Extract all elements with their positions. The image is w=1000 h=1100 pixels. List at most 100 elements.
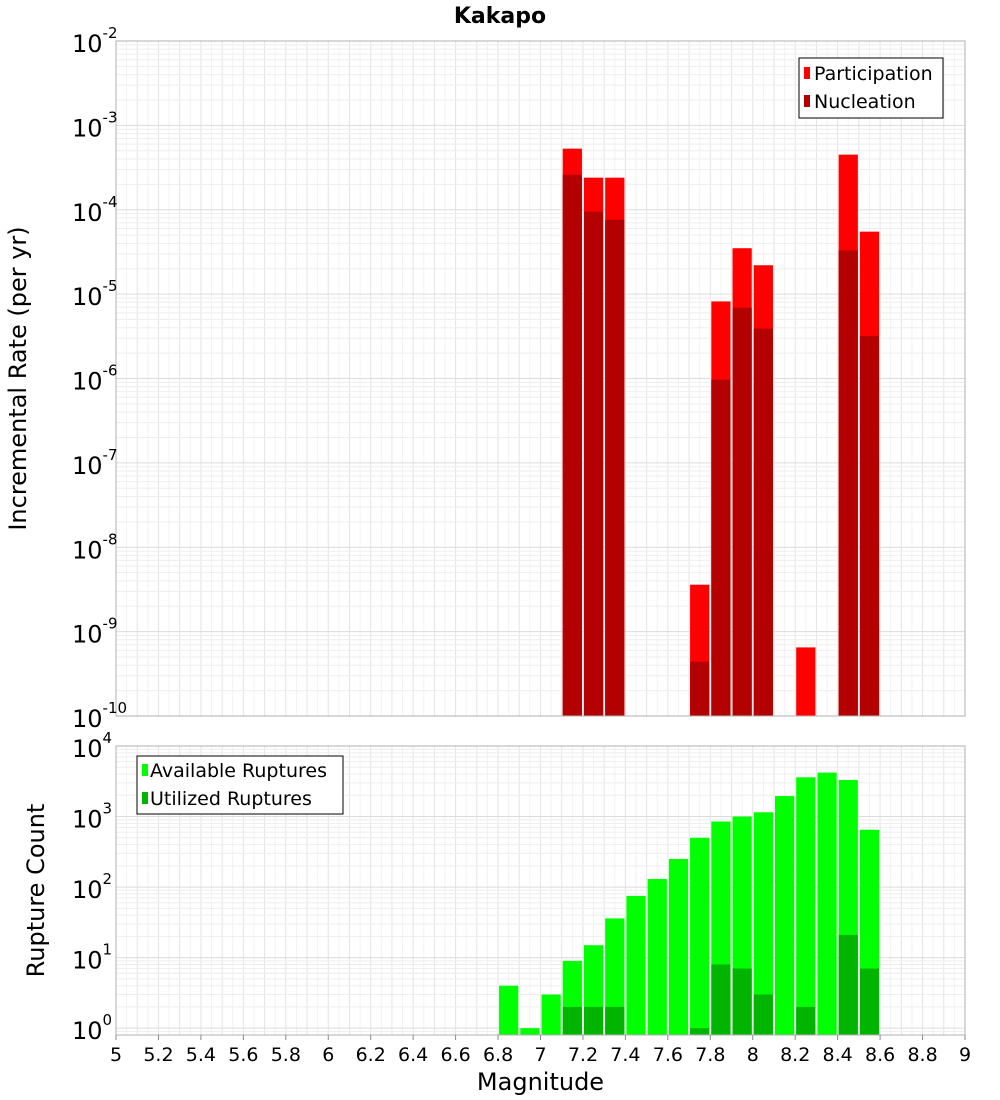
- rate-bars: [562, 148, 880, 717]
- y-tick-label: 100: [72, 1011, 112, 1045]
- bar-participation: [796, 647, 816, 716]
- bar-utilized-ruptures: [732, 968, 752, 1035]
- y-tick-exponent: 3: [103, 800, 113, 818]
- count-y-axis-label: Rupture Count: [22, 804, 50, 978]
- bar-utilized-ruptures: [605, 1006, 625, 1035]
- bar-utilized-ruptures: [711, 964, 731, 1035]
- y-tick-label: 10-8: [72, 530, 118, 564]
- x-tick-label: 5.6: [228, 1044, 258, 1066]
- bar-nucleation: [732, 307, 752, 716]
- rate-y-axis-label: Incremental Rate (per yr): [4, 226, 32, 530]
- y-tick-exponent: -5: [103, 277, 118, 295]
- y-tick-label: 102: [72, 870, 112, 904]
- x-tick-label: 7: [534, 1044, 546, 1066]
- bar-available-ruptures: [541, 994, 561, 1035]
- y-tick-label: 10-3: [72, 108, 118, 142]
- x-tick-label: 7.2: [568, 1044, 598, 1066]
- y-tick-label: 10-5: [72, 277, 118, 311]
- legend-swatch-nucleation: [804, 95, 810, 107]
- bar-nucleation: [605, 219, 625, 717]
- x-tick-label: 6.8: [483, 1044, 513, 1066]
- bar-utilized-ruptures: [796, 1006, 816, 1035]
- x-tick-label: 7.6: [653, 1044, 683, 1066]
- bar-nucleation: [753, 328, 773, 716]
- y-tick-label: 10-4: [72, 193, 118, 227]
- bar-available-ruptures: [605, 918, 625, 1035]
- count-x-ticks: 5 5.2 5.4 5.6 5.8 6 6.2 6.4 6.6 6.8 7 7.2 7.4 7.6 7.8 8…: [110, 1035, 971, 1066]
- x-axis-label: Magnitude: [477, 1068, 604, 1096]
- bar-utilized-ruptures: [753, 994, 773, 1035]
- x-tick-label: 6: [322, 1044, 334, 1066]
- y-tick-label: 10-9: [72, 615, 118, 649]
- y-tick-label: 10-10: [72, 699, 127, 733]
- x-tick-label: 8.8: [907, 1044, 937, 1066]
- legend-label-participation: Participation: [814, 63, 933, 85]
- bar-utilized-ruptures: [838, 934, 858, 1035]
- x-tick-label: 5: [110, 1044, 122, 1066]
- legend-label-utilized: Utilized Ruptures: [150, 788, 312, 810]
- bar-utilized-ruptures: [859, 968, 880, 1035]
- y-tick-exponent: -9: [103, 615, 118, 633]
- bar-nucleation: [711, 379, 731, 716]
- x-tick-label: 8.2: [780, 1044, 810, 1066]
- legend-swatch-participation: [804, 67, 810, 79]
- bar-available-ruptures: [690, 837, 710, 1035]
- y-tick-exponent: -8: [103, 530, 118, 548]
- count-legend: Available Ruptures Utilized Ruptures: [136, 755, 344, 815]
- bar-available-ruptures: [626, 895, 646, 1035]
- rate-panel: 10-10 10-9 10-8 10-7 10-6 10-5 10-4 10-3 10-2 In…: [4, 24, 966, 733]
- rate-legend: Participation Nucleation: [798, 57, 944, 119]
- y-tick-label: 10-2: [72, 24, 118, 58]
- bar-available-ruptures: [647, 879, 667, 1035]
- x-tick-label: 5.8: [271, 1044, 301, 1066]
- legend-label-nucleation: Nucleation: [814, 91, 916, 113]
- y-tick-label: 103: [72, 800, 112, 834]
- bar-available-ruptures: [774, 796, 795, 1035]
- x-tick-label: 8.6: [865, 1044, 895, 1066]
- y-tick-exponent: 0: [103, 1011, 113, 1029]
- x-tick-label: 9: [959, 1044, 971, 1066]
- x-tick-label: 8: [747, 1044, 759, 1066]
- bar-utilized-ruptures: [690, 1028, 710, 1035]
- y-tick-exponent: -4: [103, 193, 118, 211]
- y-tick-exponent: -10: [103, 699, 128, 717]
- y-tick-label: 104: [72, 729, 112, 763]
- chart-title: Kakapo: [454, 4, 546, 29]
- x-tick-label: 6.2: [356, 1044, 386, 1066]
- bar-nucleation: [690, 661, 710, 716]
- rate-grid: [115, 40, 966, 717]
- legend-swatch-utilized: [142, 792, 148, 804]
- x-tick-label: 6.4: [398, 1044, 428, 1066]
- legend-swatch-available: [142, 764, 148, 776]
- y-tick-exponent: -2: [103, 24, 118, 42]
- y-tick-label: 101: [72, 941, 112, 975]
- rate-plot-frame: [115, 40, 966, 717]
- y-tick-exponent: 4: [103, 729, 113, 747]
- bar-utilized-ruptures: [562, 1006, 582, 1035]
- y-tick-exponent: 2: [103, 870, 113, 888]
- count-legend-box: [136, 755, 344, 815]
- y-tick-label: 10-7: [72, 446, 118, 480]
- bar-available-ruptures: [499, 985, 519, 1035]
- x-tick-label: 7.4: [610, 1044, 640, 1066]
- bar-nucleation: [838, 250, 858, 717]
- rate-legend-box: [798, 57, 944, 119]
- x-tick-label: 5.4: [186, 1044, 216, 1066]
- bar-available-ruptures: [668, 859, 689, 1035]
- bar-nucleation: [859, 335, 880, 716]
- bar-nucleation: [562, 174, 582, 716]
- bar-available-ruptures: [520, 1028, 540, 1035]
- bar-available-ruptures: [753, 812, 773, 1035]
- legend-label-available: Available Ruptures: [150, 760, 327, 782]
- y-tick-label: 10-6: [72, 362, 118, 396]
- bar-available-ruptures: [796, 777, 816, 1035]
- x-tick-label: 8.4: [823, 1044, 853, 1066]
- x-tick-label: 7.8: [695, 1044, 725, 1066]
- y-tick-exponent: -3: [103, 108, 118, 126]
- x-tick-label: 6.6: [440, 1044, 470, 1066]
- x-tick-label: 5.2: [143, 1044, 173, 1066]
- y-tick-exponent: 1: [103, 941, 113, 959]
